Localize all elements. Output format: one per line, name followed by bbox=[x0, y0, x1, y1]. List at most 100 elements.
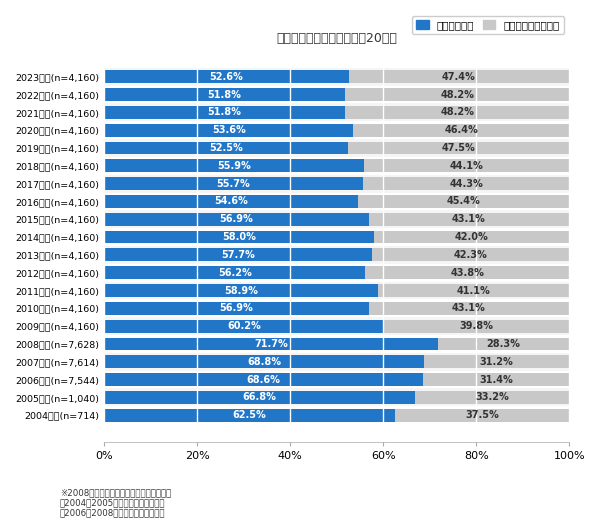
Bar bbox=[348, 142, 569, 154]
Text: 66.8%: 66.8% bbox=[242, 392, 277, 402]
Bar bbox=[363, 177, 569, 190]
Bar bbox=[368, 302, 569, 315]
Text: 51.8%: 51.8% bbox=[208, 107, 241, 117]
Text: 52.6%: 52.6% bbox=[209, 72, 243, 82]
Bar bbox=[104, 373, 423, 386]
Bar bbox=[424, 355, 569, 368]
Bar bbox=[104, 246, 569, 264]
Text: 48.2%: 48.2% bbox=[440, 89, 474, 99]
Bar bbox=[415, 391, 569, 404]
Text: 68.8%: 68.8% bbox=[247, 357, 281, 367]
Bar bbox=[104, 281, 569, 299]
Text: 31.2%: 31.2% bbox=[480, 357, 514, 367]
Bar bbox=[104, 409, 395, 422]
Text: 51.8%: 51.8% bbox=[208, 89, 241, 99]
Text: 55.9%: 55.9% bbox=[217, 161, 251, 171]
Text: 57.7%: 57.7% bbox=[221, 250, 255, 260]
Bar bbox=[104, 177, 363, 190]
Bar bbox=[104, 106, 345, 119]
Bar bbox=[104, 299, 569, 317]
Text: 37.5%: 37.5% bbox=[465, 410, 499, 420]
Text: 45.4%: 45.4% bbox=[447, 197, 481, 207]
Bar bbox=[437, 337, 569, 350]
Bar bbox=[104, 355, 424, 368]
Bar bbox=[378, 284, 569, 297]
Bar bbox=[104, 317, 569, 335]
Bar bbox=[374, 231, 569, 244]
Bar bbox=[104, 175, 569, 192]
Text: 31.4%: 31.4% bbox=[479, 374, 513, 384]
Text: 43.1%: 43.1% bbox=[452, 214, 486, 224]
Text: 33.2%: 33.2% bbox=[475, 392, 509, 402]
Bar bbox=[368, 213, 569, 226]
Bar bbox=[104, 88, 345, 101]
Bar bbox=[104, 389, 569, 406]
Text: 47.5%: 47.5% bbox=[442, 143, 476, 153]
Bar bbox=[358, 195, 569, 208]
Bar bbox=[104, 335, 569, 353]
Bar bbox=[104, 284, 378, 297]
Text: 56.9%: 56.9% bbox=[220, 214, 253, 224]
Bar bbox=[104, 139, 569, 157]
Bar bbox=[423, 373, 569, 386]
Text: 41.1%: 41.1% bbox=[457, 286, 490, 295]
Text: 52.5%: 52.5% bbox=[209, 143, 243, 153]
Text: ※2008年以前は割付が異なるため、参考値
　2004～2005：関東・関西のみ割付
　2006～2008：都道府県ごとに割付: ※2008年以前は割付が異なるため、参考値 2004～2005：関東・関西のみ割… bbox=[60, 488, 171, 518]
Bar bbox=[345, 88, 569, 101]
Text: 44.3%: 44.3% bbox=[449, 179, 483, 189]
Text: 68.6%: 68.6% bbox=[247, 374, 280, 384]
Legend: 大掃除をした, 大掃除をしなかった: 大掃除をした, 大掃除をしなかった bbox=[412, 16, 564, 35]
Bar bbox=[104, 213, 368, 226]
Bar bbox=[104, 86, 569, 104]
Text: 60.2%: 60.2% bbox=[227, 321, 261, 331]
Title: 図１：大掃除実施率（過去20年）: 図１：大掃除実施率（過去20年） bbox=[276, 32, 397, 45]
Bar bbox=[104, 142, 348, 154]
Text: 46.4%: 46.4% bbox=[445, 125, 478, 135]
Bar bbox=[104, 124, 353, 137]
Text: 58.0%: 58.0% bbox=[222, 232, 256, 242]
Text: 55.7%: 55.7% bbox=[217, 179, 250, 189]
Text: 56.2%: 56.2% bbox=[218, 268, 251, 278]
Text: 71.7%: 71.7% bbox=[254, 339, 287, 349]
Bar bbox=[365, 266, 569, 279]
Text: 42.3%: 42.3% bbox=[454, 250, 488, 260]
Text: 28.3%: 28.3% bbox=[487, 339, 520, 349]
Bar bbox=[104, 264, 569, 281]
Bar bbox=[104, 231, 374, 244]
Text: 44.1%: 44.1% bbox=[450, 161, 484, 171]
Text: 58.9%: 58.9% bbox=[224, 286, 258, 295]
Text: 56.9%: 56.9% bbox=[220, 303, 253, 313]
Text: 43.8%: 43.8% bbox=[451, 268, 484, 278]
Bar bbox=[364, 160, 569, 172]
Bar bbox=[104, 160, 364, 172]
Bar bbox=[104, 371, 569, 389]
Text: 62.5%: 62.5% bbox=[232, 410, 266, 420]
Bar bbox=[104, 302, 368, 315]
Text: 39.8%: 39.8% bbox=[460, 321, 494, 331]
Bar bbox=[104, 192, 569, 210]
Bar bbox=[104, 406, 569, 424]
Text: 53.6%: 53.6% bbox=[212, 125, 245, 135]
Bar bbox=[104, 104, 569, 121]
Bar bbox=[104, 391, 415, 404]
Bar bbox=[104, 353, 569, 371]
Bar bbox=[395, 409, 569, 422]
Bar bbox=[104, 71, 349, 83]
Text: 54.6%: 54.6% bbox=[214, 197, 248, 207]
Bar bbox=[104, 337, 437, 350]
Bar bbox=[104, 121, 569, 139]
Text: 43.1%: 43.1% bbox=[452, 303, 486, 313]
Bar bbox=[384, 320, 569, 333]
Bar bbox=[104, 320, 384, 333]
Bar bbox=[104, 248, 373, 262]
Bar bbox=[373, 248, 569, 262]
Bar bbox=[104, 68, 569, 86]
Bar bbox=[104, 228, 569, 246]
Bar bbox=[345, 106, 569, 119]
Bar bbox=[104, 266, 365, 279]
Bar bbox=[104, 210, 569, 228]
Bar bbox=[104, 195, 358, 208]
Text: 48.2%: 48.2% bbox=[440, 107, 474, 117]
Bar bbox=[104, 157, 569, 175]
Bar bbox=[349, 71, 569, 83]
